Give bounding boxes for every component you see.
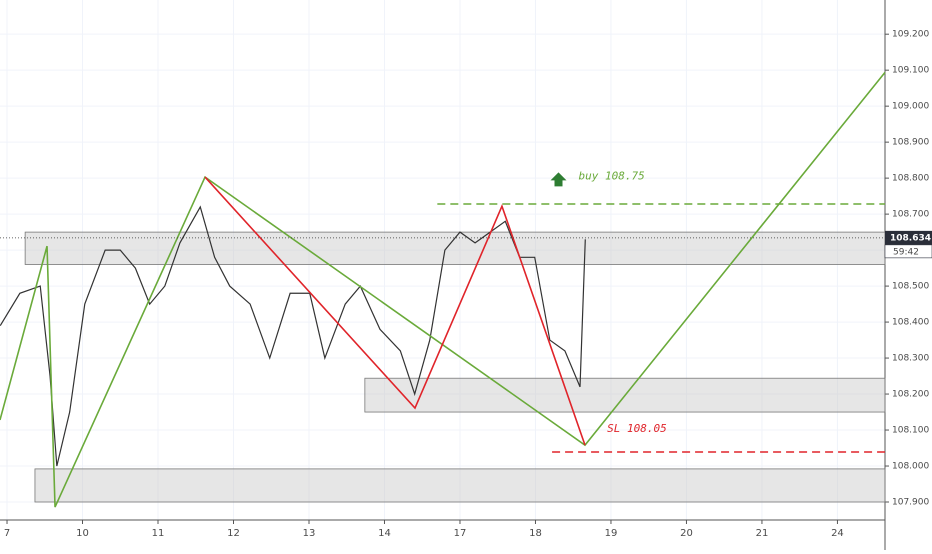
y-tick-label: 109.200 <box>892 30 929 40</box>
zone <box>34 468 886 503</box>
price-tag-label: 108.634 <box>890 233 931 243</box>
countdown-label: 59:42 <box>893 247 919 257</box>
y-tick-label: 108.800 <box>892 174 929 184</box>
y-tick-label: 107.900 <box>892 498 929 508</box>
x-tick-label: 13 <box>303 528 316 539</box>
x-tick-label: 11 <box>152 528 165 539</box>
x-tick-label: 7 <box>4 528 10 539</box>
x-tick-label: 24 <box>831 528 844 539</box>
y-tick-label: 108.900 <box>892 138 929 148</box>
x-tick-label: 17 <box>454 528 467 539</box>
y-tick-label: 108.400 <box>892 318 929 328</box>
annotation: SL 108.05 <box>607 422 667 435</box>
x-tick-label: 18 <box>529 528 542 539</box>
x-tick-label: 12 <box>227 528 240 539</box>
y-tick-label: 108.200 <box>892 390 929 400</box>
zone <box>24 231 886 265</box>
x-tick-label: 19 <box>605 528 618 539</box>
x-tick-label: 20 <box>680 528 693 539</box>
x-tick-label: 21 <box>756 528 769 539</box>
y-tick-label: 109.000 <box>892 102 929 112</box>
pattern-line <box>0 71 886 508</box>
y-tick-label: 108.100 <box>892 426 929 436</box>
x-tick-label: 14 <box>378 528 391 539</box>
price-line <box>0 205 586 467</box>
x-tick-label: 10 <box>76 528 89 539</box>
countdown-tag <box>884 244 932 259</box>
annotation: buy 108.75 <box>578 169 644 182</box>
y-tick-label: 108.000 <box>892 462 929 472</box>
y-tick-label: 108.700 <box>892 210 929 220</box>
pattern-line <box>204 176 586 446</box>
price-tag <box>885 230 932 245</box>
y-tick-label: 108.500 <box>892 282 929 292</box>
buy-arrow <box>550 172 567 187</box>
y-tick-label: 108.300 <box>892 354 929 364</box>
y-tick-label: 109.100 <box>892 66 929 76</box>
